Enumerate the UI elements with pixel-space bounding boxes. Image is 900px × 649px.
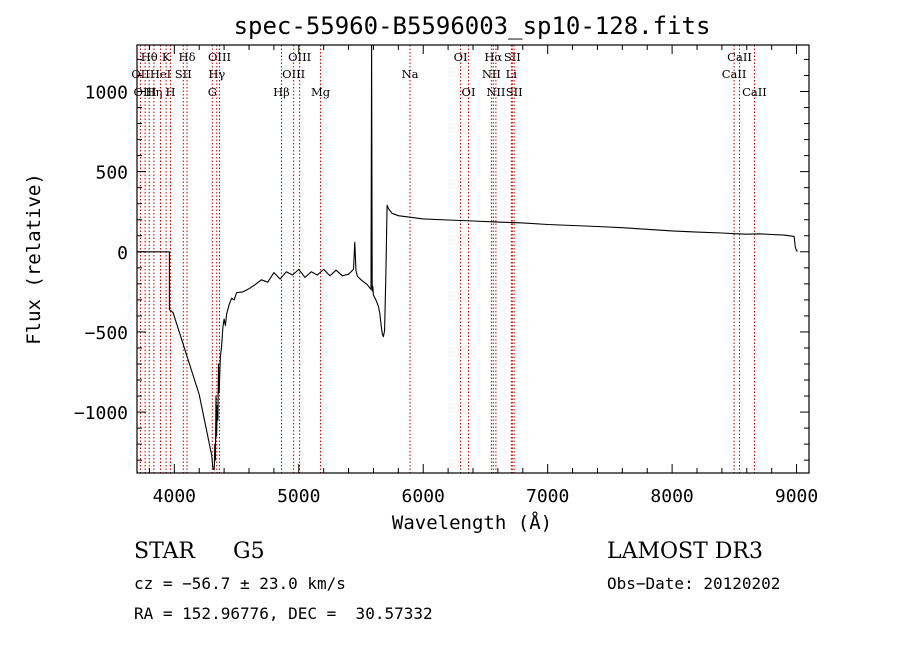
y-tick-label: 500 — [95, 163, 128, 184]
line-label: OIII — [208, 50, 231, 64]
line-label: SII — [504, 50, 521, 64]
subclass-label: G5 — [233, 539, 265, 564]
x-tick-label: 6000 — [402, 486, 445, 507]
y-tick-label: −1000 — [74, 403, 128, 424]
line-label: OIII — [288, 50, 311, 64]
line-label: Hθ — [141, 50, 158, 64]
line-label: K — [162, 50, 171, 64]
line-label: OII — [131, 67, 150, 81]
line-label: OIII — [282, 67, 305, 81]
x-axis-label: Wavelength (Å) — [392, 511, 552, 534]
line-label: OIII — [134, 85, 157, 99]
y-tick-label: −500 — [85, 323, 128, 344]
line-label: CaII — [722, 67, 747, 81]
coordinates: RA = 152.96776, DEC = 30.57332 — [134, 604, 433, 623]
axis-ticks: 4000 5000 6000 7000 8000 9000 −1000 −500 0 500 100… — [74, 45, 818, 507]
line-label: NII — [486, 85, 505, 99]
line-label: Hβ — [273, 85, 290, 99]
line-label: H — [165, 85, 175, 99]
y-tick-label: 0 — [117, 243, 128, 264]
line-label: Hγ — [208, 67, 225, 81]
redshift-readout: cz = −56.7 ± 23.0 km/s — [134, 574, 346, 593]
line-label: Hδ — [179, 50, 196, 64]
chart-title: spec-55960-B5596003_sp10-128.fits — [234, 12, 711, 40]
line-label: NII — [482, 67, 501, 81]
line-label: G — [208, 85, 217, 99]
line-label: SII — [175, 67, 192, 81]
line-label: CaII — [727, 50, 752, 64]
spectrum-data — [137, 44, 798, 471]
x-tick-label: 8000 — [650, 486, 693, 507]
line-label: SII — [506, 85, 523, 99]
line-label: Li — [506, 67, 518, 81]
line-label: Hα — [484, 50, 502, 64]
line-label: Hη — [145, 85, 162, 99]
line-label: OI — [454, 50, 468, 64]
y-tick-label: 1000 — [85, 82, 128, 103]
y-axis-label: Flux (relative) — [23, 173, 45, 345]
line-label: HeI — [150, 67, 171, 81]
obs-date: Obs−Date: 20120202 — [607, 574, 781, 593]
line-label: Na — [402, 67, 419, 81]
x-tick-label: 7000 — [526, 486, 569, 507]
line-label: OI — [462, 85, 476, 99]
x-tick-label: 5000 — [277, 486, 320, 507]
class-label: STAR — [134, 539, 195, 564]
object-class: STAR G5 — [134, 539, 265, 564]
line-label: Mg — [311, 85, 331, 99]
spectrum-series-line — [137, 44, 798, 471]
plot-frame — [136, 44, 810, 474]
line-label: CaII — [742, 85, 767, 99]
x-tick-label: 9000 — [775, 486, 818, 507]
x-tick-label: 4000 — [153, 486, 196, 507]
survey-label: LAMOST DR3 — [607, 539, 763, 564]
